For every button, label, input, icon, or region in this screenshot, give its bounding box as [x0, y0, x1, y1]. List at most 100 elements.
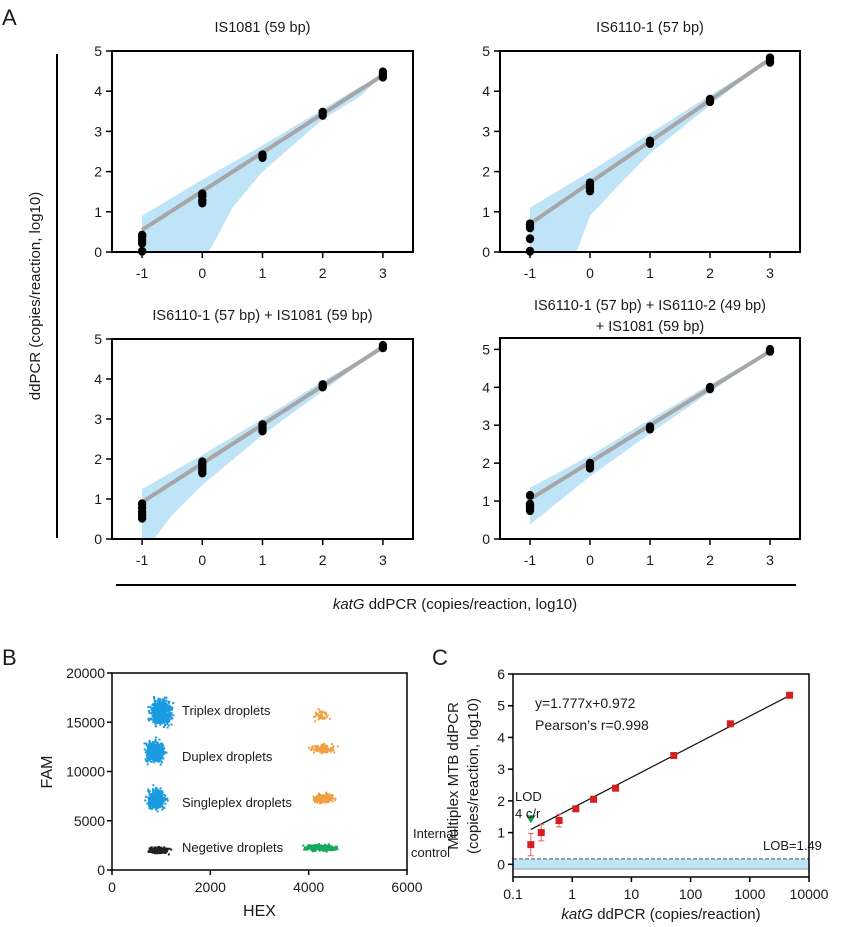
data-point — [645, 136, 655, 146]
data-point — [198, 189, 207, 199]
droplet — [166, 714, 169, 717]
droplet — [165, 703, 168, 706]
droplet — [334, 797, 337, 800]
droplet — [164, 723, 167, 726]
droplet — [147, 790, 150, 793]
droplet — [319, 844, 322, 847]
droplet — [305, 846, 308, 849]
droplet — [148, 741, 151, 744]
droplet — [143, 742, 146, 745]
droplet — [165, 717, 168, 720]
x-tick-label: 2000 — [195, 879, 226, 895]
x-tick-label: 0.1 — [503, 886, 523, 902]
droplet — [336, 745, 339, 748]
data-point — [525, 219, 535, 229]
droplet — [150, 709, 153, 712]
y-tick-label: 1 — [482, 204, 490, 220]
y-tick-label: 0 — [97, 862, 105, 878]
droplet — [166, 723, 169, 726]
droplet — [161, 847, 164, 850]
droplet — [146, 746, 149, 749]
droplet — [154, 850, 157, 853]
droplet — [313, 715, 316, 718]
droplet — [155, 749, 158, 752]
y-tick-label: 4 — [497, 729, 505, 745]
droplet — [163, 713, 166, 716]
droplet — [145, 795, 148, 798]
data-point — [198, 457, 207, 467]
droplet — [156, 753, 159, 756]
droplet — [316, 797, 319, 800]
droplet — [157, 743, 160, 746]
droplet-cluster — [302, 843, 339, 853]
droplet — [164, 799, 167, 802]
droplet — [155, 805, 158, 808]
droplet-cluster — [307, 742, 339, 755]
droplet — [154, 722, 157, 725]
x-tick-label: -1 — [524, 552, 537, 568]
droplet — [157, 795, 160, 798]
droplet — [158, 719, 161, 722]
droplet — [149, 799, 152, 802]
droplet — [153, 759, 156, 762]
droplet — [152, 788, 155, 791]
data-point — [572, 805, 580, 813]
x-tick-label: 6000 — [391, 879, 422, 895]
droplet — [151, 757, 154, 760]
droplet — [154, 799, 157, 802]
droplet — [159, 714, 162, 717]
droplet — [149, 758, 152, 761]
droplet — [329, 749, 332, 752]
y-tick-label: 3 — [94, 123, 102, 139]
droplet — [167, 724, 170, 727]
droplet — [147, 717, 150, 720]
droplet — [148, 759, 151, 762]
droplet — [322, 796, 325, 799]
droplet — [155, 759, 158, 762]
droplet — [154, 747, 157, 750]
droplet — [144, 751, 147, 754]
droplet — [156, 851, 159, 854]
droplet — [149, 742, 152, 745]
droplet — [153, 801, 156, 804]
droplet — [326, 796, 329, 799]
droplet — [158, 798, 161, 801]
droplet — [161, 850, 164, 853]
droplet — [165, 707, 168, 710]
x-tick-label: 1000 — [734, 886, 765, 902]
droplet — [162, 748, 165, 751]
droplet — [160, 702, 163, 705]
data-point — [378, 340, 388, 350]
droplet — [147, 751, 150, 754]
droplet — [159, 698, 162, 701]
droplet — [172, 714, 175, 717]
droplet — [160, 804, 163, 807]
droplet — [313, 796, 316, 799]
droplet — [328, 799, 331, 802]
droplet — [150, 760, 153, 763]
droplet — [155, 800, 158, 803]
droplet — [160, 790, 163, 793]
droplet — [146, 759, 149, 762]
droplet — [313, 801, 316, 804]
droplet — [152, 718, 155, 721]
droplet — [156, 718, 159, 721]
data-point — [137, 499, 147, 509]
droplet — [325, 844, 328, 847]
droplet — [323, 712, 326, 715]
droplet — [152, 714, 155, 717]
droplet — [323, 797, 326, 800]
droplet — [162, 718, 165, 721]
droplet — [325, 748, 328, 751]
droplet — [161, 715, 164, 718]
droplet — [152, 715, 155, 718]
y-tick-label: 2 — [94, 164, 102, 180]
droplet — [319, 713, 322, 716]
droplet — [169, 708, 172, 711]
droplet — [154, 700, 157, 703]
data-point — [527, 841, 535, 849]
droplet — [319, 795, 322, 798]
droplet — [161, 791, 164, 794]
panel-a-chart-triplex: 0 1 2 3 4 5 -1 0 1 2 3 IS6110-1 (57 bp) + IS6110-2 … — [482, 298, 801, 568]
droplet — [153, 748, 156, 751]
